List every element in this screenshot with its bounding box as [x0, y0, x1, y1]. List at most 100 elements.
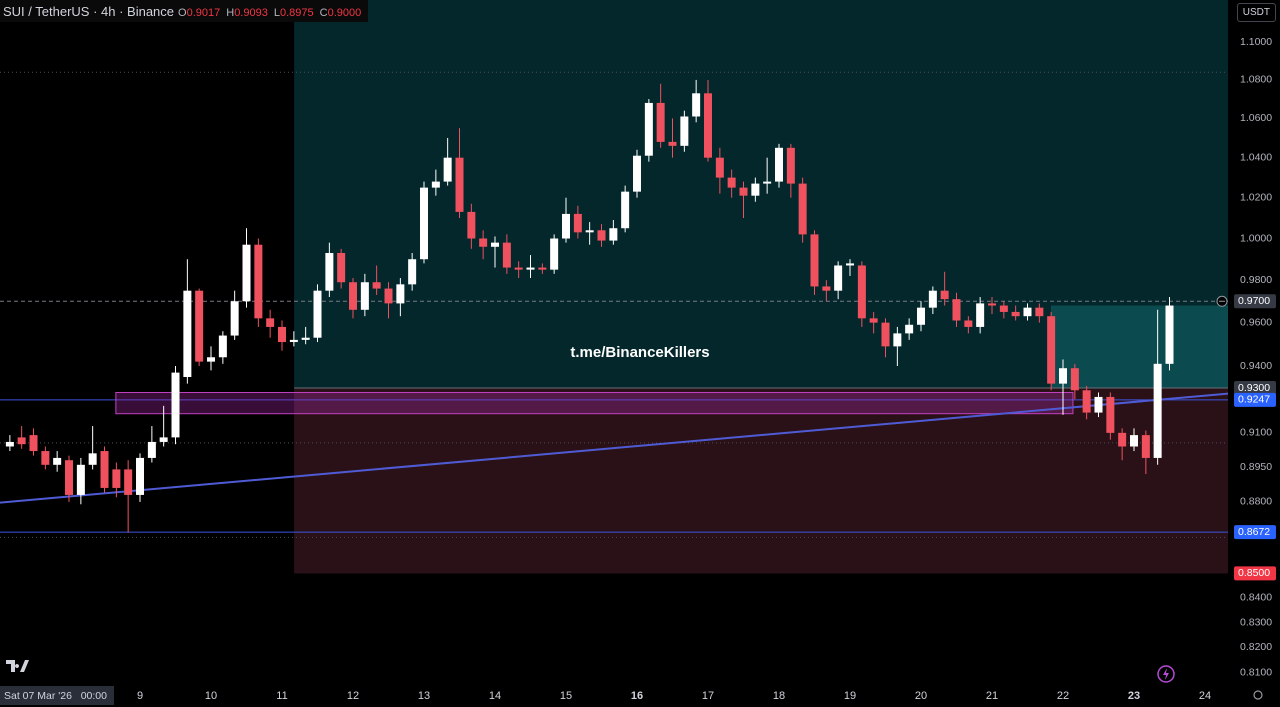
candle-body — [65, 460, 74, 495]
candle-body — [680, 116, 689, 146]
candle-body — [621, 191, 630, 229]
candle-body — [17, 437, 26, 445]
candle-body — [573, 213, 582, 233]
candle-body — [798, 183, 807, 235]
candle-body — [218, 335, 227, 358]
ohlc-value: 0.9093 — [234, 6, 268, 19]
candle-body — [491, 242, 500, 247]
candle-body — [1094, 396, 1103, 413]
candle-body — [266, 318, 275, 327]
candle-body — [538, 267, 547, 270]
candle-body — [408, 259, 417, 285]
candle-body — [254, 244, 263, 319]
candle-body — [976, 303, 985, 327]
ohlc-item: H0.9093 — [226, 4, 270, 19]
price-tag-label: 0.8500 — [1238, 567, 1270, 579]
currency-button[interactable]: USDT — [1236, 3, 1276, 22]
y-tick-label: 1.0200 — [1240, 191, 1272, 203]
candle-body — [53, 457, 62, 465]
candle-body — [786, 147, 795, 184]
candle-body — [822, 286, 831, 291]
candle-body — [242, 244, 251, 302]
y-tick-label: 0.8200 — [1240, 641, 1272, 653]
candle-body — [1023, 307, 1032, 317]
candle-body — [136, 457, 145, 495]
lightning-icon — [1157, 665, 1175, 683]
y-tick-label: 1.1000 — [1240, 36, 1272, 48]
candle-body — [124, 469, 133, 495]
candle-body — [668, 141, 677, 146]
candle-body — [443, 157, 452, 182]
candle-body — [846, 263, 855, 266]
candle-body — [928, 290, 937, 308]
time-axis — [0, 685, 1280, 707]
price-axis — [1228, 0, 1280, 685]
x-tick-label: 11 — [276, 690, 287, 702]
candle-body — [147, 441, 156, 458]
price-tag — [1234, 381, 1276, 396]
candle-body — [360, 282, 369, 310]
candle-body — [585, 230, 594, 233]
settings-icon — [1253, 690, 1263, 700]
candle-body — [692, 93, 701, 117]
candle-body — [171, 372, 180, 438]
candle-body — [396, 284, 405, 304]
candle-body — [289, 339, 298, 343]
candle-body — [633, 155, 642, 192]
x-tick-label: 15 — [560, 690, 572, 702]
candle-body — [987, 303, 996, 306]
price-tag-label: 0.9700 — [1238, 295, 1270, 307]
ohlc-item: C0.9000 — [320, 4, 364, 19]
candle-body — [349, 282, 358, 310]
y-tick-label: 0.8950 — [1240, 461, 1272, 473]
candle-body — [502, 242, 511, 268]
candle-body — [337, 252, 346, 283]
candle-body — [704, 93, 713, 158]
candle-body — [1118, 432, 1127, 447]
candle-body — [372, 282, 381, 289]
price-tag — [1234, 525, 1276, 540]
y-tick-label: 0.8400 — [1240, 592, 1272, 604]
x-tick-label: 19 — [844, 690, 856, 702]
candle-body — [834, 265, 843, 291]
candle-body — [597, 230, 606, 241]
candle-body — [940, 290, 949, 300]
candle-body — [1058, 368, 1067, 384]
y-tick-label: 1.0400 — [1240, 151, 1272, 163]
y-tick-label: 0.9100 — [1240, 427, 1272, 439]
candle-body — [207, 357, 216, 362]
candle-body — [917, 307, 925, 325]
ohlc-key: C — [319, 6, 328, 19]
candle-body — [562, 213, 571, 239]
candle-body — [810, 234, 819, 287]
ohlc-value: 0.8975 — [279, 6, 314, 19]
ohlc-key: O — [178, 6, 187, 19]
x-tick-label: 23 — [1128, 690, 1140, 702]
candle-body — [278, 326, 287, 343]
candle-body — [1165, 305, 1174, 364]
candle-body — [420, 187, 429, 260]
price-tag-label: 0.9300 — [1238, 382, 1270, 394]
candle-body — [609, 228, 618, 241]
candle-body — [893, 333, 902, 347]
ohlc-value: 0.9017 — [186, 6, 221, 19]
symbol-legend: SUI / TetherUS · 4h · Binance O0.9017 H0.… — [0, 0, 369, 22]
candle-body — [467, 211, 476, 239]
candle-body — [751, 183, 760, 196]
price-tag — [1234, 294, 1276, 309]
x-tick-label: 22 — [1057, 690, 1069, 702]
candle-body — [183, 290, 192, 378]
price-tag — [1234, 392, 1276, 407]
candle-body — [869, 318, 878, 323]
candle-body — [313, 290, 322, 338]
candle-body — [195, 290, 204, 362]
x-tick-label: 12 — [347, 690, 359, 702]
candle-body — [112, 469, 121, 488]
candle-body — [1153, 363, 1162, 458]
candle-body — [550, 238, 559, 270]
x-tick-label: 16 — [631, 690, 643, 702]
y-tick-label: 0.8300 — [1240, 616, 1272, 628]
candle-body — [1106, 396, 1115, 433]
